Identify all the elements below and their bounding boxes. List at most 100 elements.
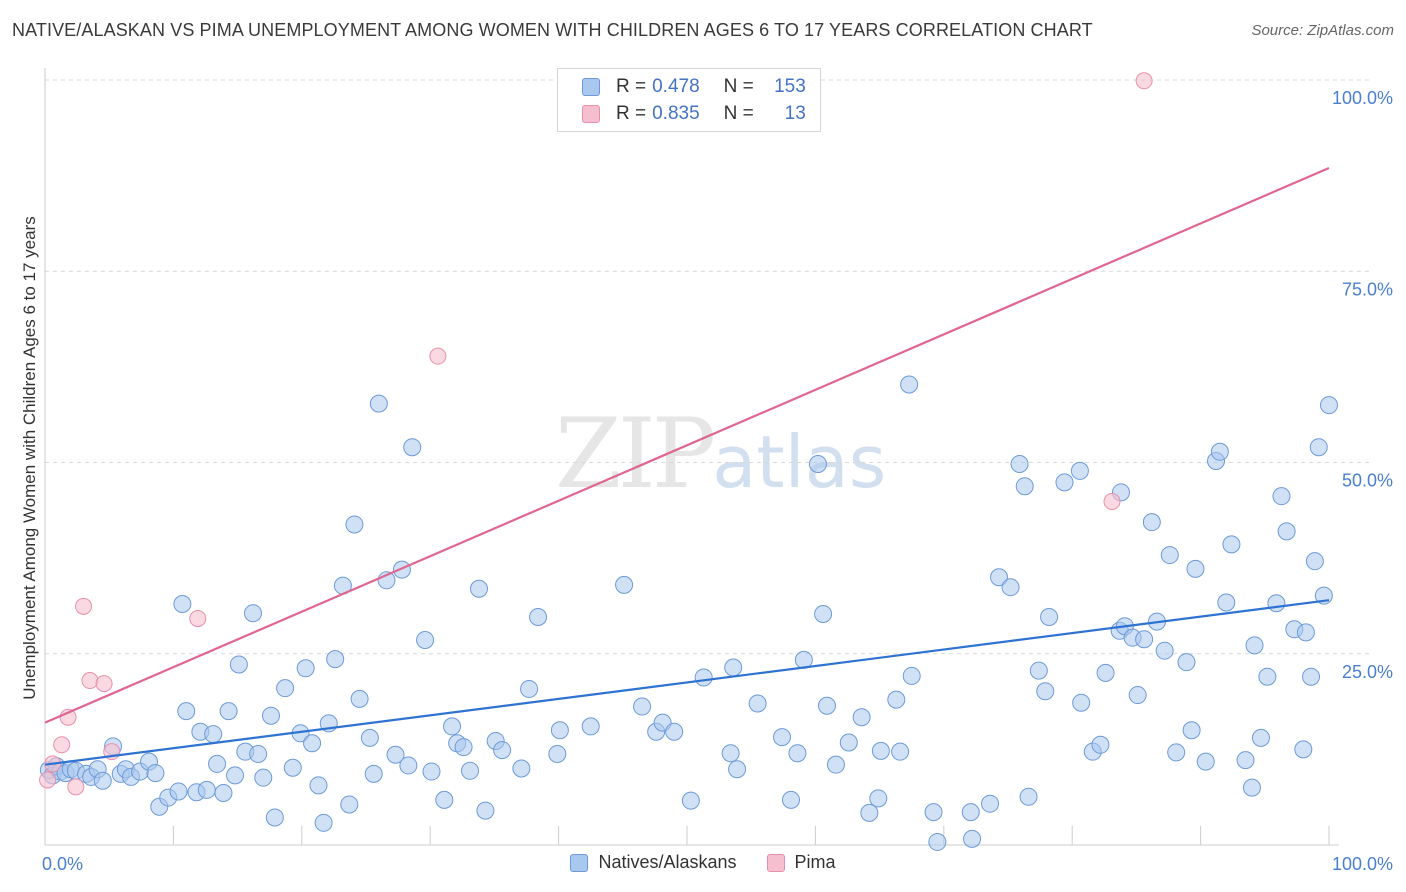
natives-point [1320, 396, 1338, 415]
natives-point [1070, 461, 1089, 480]
natives-point [177, 702, 196, 721]
natives-point [1245, 636, 1264, 655]
natives-point [360, 728, 379, 747]
natives-point [1296, 623, 1315, 642]
natives-point [529, 608, 548, 627]
pima-trendline [44, 166, 1330, 724]
natives-point [1267, 594, 1286, 613]
natives-point [364, 764, 383, 783]
natives-point [244, 604, 263, 623]
natives-point [303, 734, 322, 753]
grid [45, 79, 1369, 655]
r-value: 0.835 [652, 103, 700, 124]
natives-point [1072, 693, 1091, 712]
natives-point [345, 515, 364, 534]
natives-point [1055, 473, 1074, 492]
pima-point [39, 771, 57, 789]
natives-point [422, 762, 441, 781]
x-tick-label: 0.0% [42, 854, 83, 874]
natives-point [1294, 740, 1313, 759]
pima-point [1135, 72, 1153, 90]
chart-title: NATIVE/ALASKAN VS PIMA UNEMPLOYMENT AMON… [12, 20, 1093, 40]
natives-point [197, 780, 216, 799]
natives-point [581, 717, 600, 736]
pima-point [81, 672, 99, 690]
natives-point [724, 658, 743, 677]
natives-point [350, 689, 369, 708]
pima-swatch [582, 105, 600, 123]
pima-swatch [766, 853, 785, 872]
natives-point [681, 791, 700, 810]
pima-point [67, 778, 85, 796]
natives-point [808, 455, 827, 474]
natives-point [454, 738, 473, 757]
legend-item-pima[interactable]: Pima [766, 852, 836, 873]
natives-point [1142, 513, 1161, 532]
natives-point [461, 761, 480, 780]
natives-point [839, 733, 858, 752]
natives-point [1015, 477, 1034, 496]
r-label: R = [616, 76, 647, 97]
natives-point [309, 776, 328, 795]
natives-point [314, 813, 333, 832]
axes [44, 68, 1339, 846]
r-value: 0.478 [652, 76, 700, 97]
natives-point [204, 725, 223, 744]
natives-point [443, 717, 462, 736]
series-legend: Natives/Alaskans Pima [0, 852, 1406, 873]
natives-point [924, 803, 943, 822]
natives-point [283, 758, 302, 777]
natives-point [721, 744, 740, 763]
natives-point [902, 666, 921, 685]
natives-point [226, 766, 245, 785]
natives-points [39, 375, 1338, 851]
natives-point [961, 803, 980, 822]
source-label: Source: ZipAtlas.com [1251, 22, 1394, 39]
natives-point [773, 728, 792, 747]
y-tick-label: 75.0% [1342, 279, 1393, 299]
natives-point [990, 568, 1009, 587]
natives-point [1258, 667, 1277, 686]
natives-point [435, 790, 454, 809]
natives-point [1036, 682, 1055, 701]
natives-point [173, 595, 192, 614]
trendlines [44, 166, 1330, 766]
n-value: 13 [784, 103, 806, 124]
natives-point [219, 702, 238, 721]
pima-point [189, 610, 207, 628]
stats-legend-row-natives: R = 0.478 N = 153 [582, 75, 806, 99]
natives-point [369, 394, 388, 413]
natives-point [869, 789, 888, 808]
natives-point [891, 742, 910, 761]
pima-point [95, 675, 113, 693]
pima-point [1103, 493, 1121, 511]
legend-item-natives[interactable]: Natives/Alaskans [570, 852, 737, 873]
natives-point [249, 744, 268, 763]
natives-point [1096, 663, 1115, 682]
natives-point [254, 768, 273, 787]
natives-point [548, 744, 567, 763]
y-tick-label: 50.0% [1342, 471, 1393, 491]
natives-point [1277, 522, 1296, 541]
natives-point [1091, 735, 1110, 754]
natives-point [265, 808, 284, 827]
n-label: N = [723, 103, 754, 124]
r-label: R = [616, 103, 647, 124]
natives-point [1217, 593, 1236, 612]
natives-point [782, 790, 801, 809]
natives-point [1242, 778, 1261, 797]
natives-point [1302, 667, 1321, 686]
stats-legend-row-pima: R = 0.835 N = 13 [582, 102, 806, 126]
natives-point [261, 706, 280, 725]
natives-point [340, 795, 359, 814]
y-tick-label: 100.0% [1332, 88, 1393, 108]
natives-point [665, 722, 684, 741]
natives-point [1001, 578, 1020, 597]
natives-point [1155, 641, 1174, 660]
natives-point [512, 759, 531, 778]
natives-point [1135, 630, 1154, 649]
natives-point [1196, 752, 1215, 771]
pima-point [75, 597, 93, 615]
x-tick-label: 100.0% [1332, 854, 1393, 874]
